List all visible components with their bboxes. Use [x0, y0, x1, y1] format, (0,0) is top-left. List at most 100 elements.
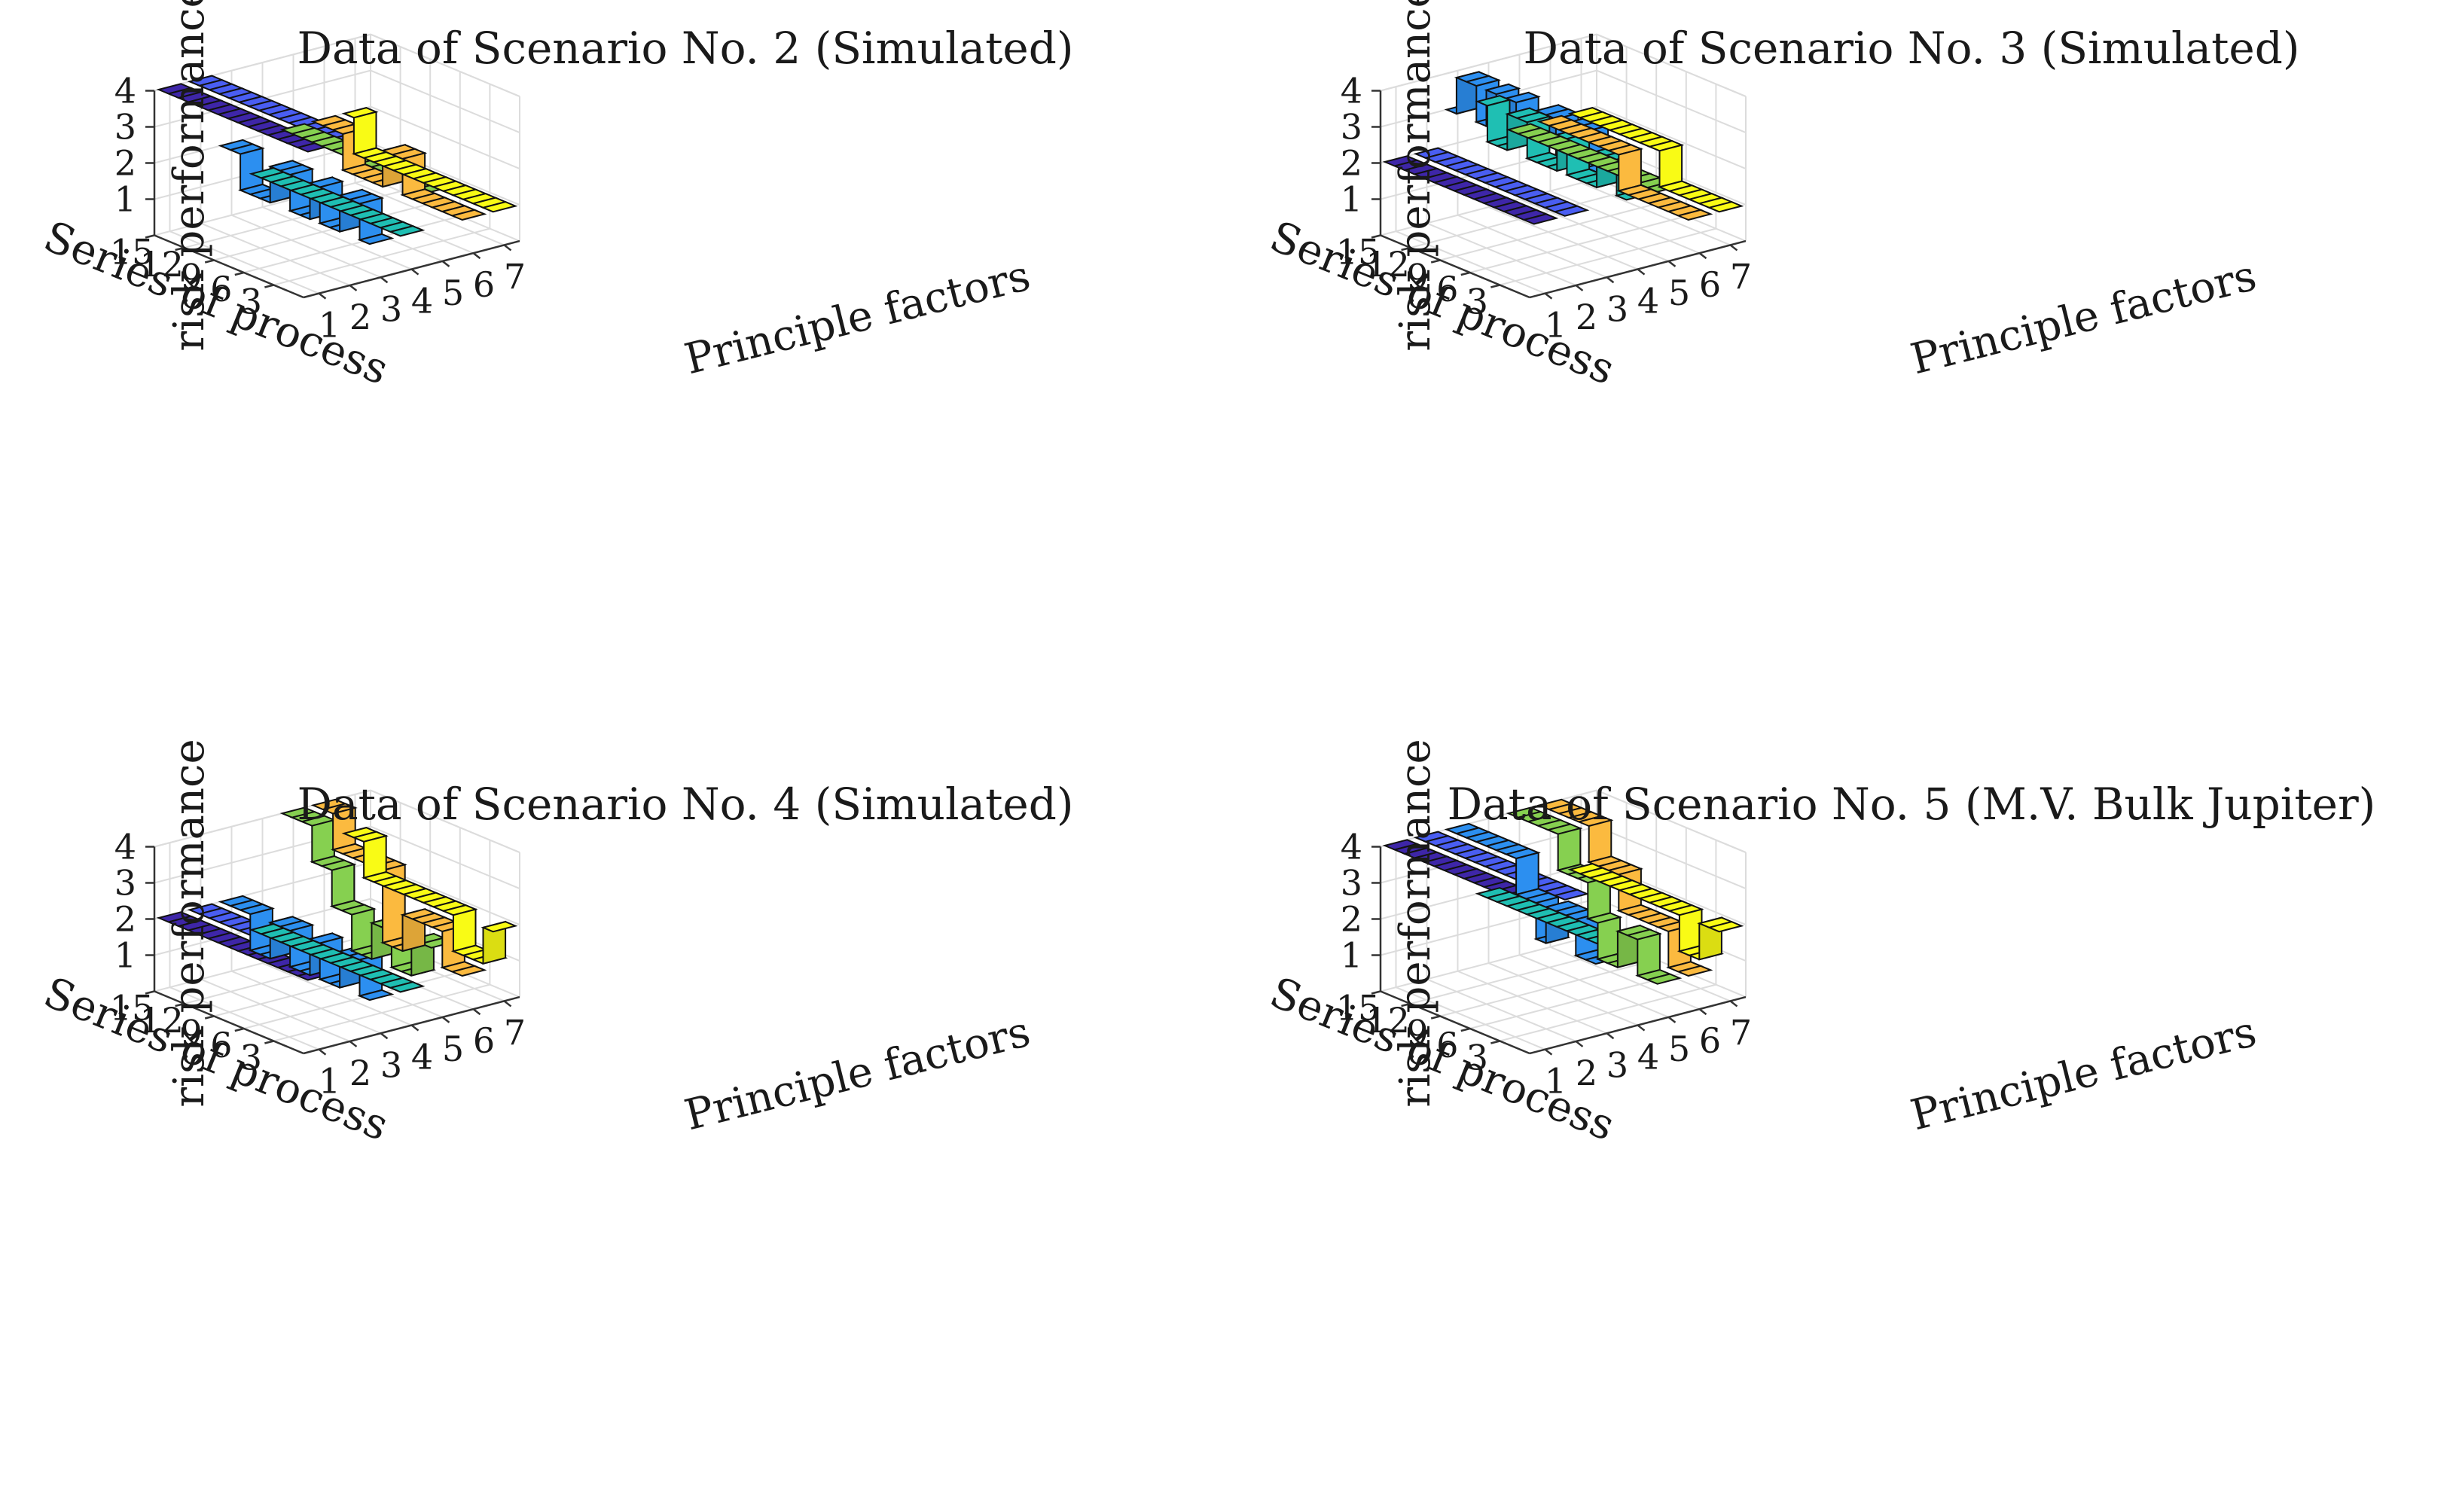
x-tick-label: 1 [1545, 305, 1567, 346]
ribbon-slat [357, 233, 395, 245]
y-tick-label: 12 [1365, 244, 1410, 285]
x-tick-label: 1 [1545, 1061, 1567, 1102]
ribbon-slat [388, 981, 426, 993]
grid-line [1596, 825, 1747, 890]
y-tick-label: 3 [240, 282, 262, 322]
ribbon-slat [1707, 201, 1744, 213]
grid-line [1439, 203, 1657, 261]
grid-line [231, 970, 381, 1035]
x-tick-mark [1637, 268, 1646, 276]
ribbons [1382, 71, 1744, 225]
ribbon-series-7 [1567, 863, 1744, 961]
x-tick-mark [1606, 1032, 1615, 1040]
x-tick-label: 6 [473, 264, 495, 305]
ribbons [156, 75, 518, 245]
z-tick-label: 4 [1341, 827, 1362, 867]
chart-title: Data of Scenario No. 4 (Simulated) [297, 779, 1074, 830]
x-tick-label: 1 [319, 305, 340, 346]
ribbon-step [1515, 852, 1539, 896]
x-tick-label: 3 [380, 1044, 402, 1085]
x-tick-mark [472, 252, 481, 260]
y-tick-label: 9 [1407, 257, 1429, 297]
grid-line [1396, 986, 1545, 1050]
x-axis-label: Principle factors [680, 1007, 1035, 1141]
x-tick-label: 1 [319, 1061, 340, 1102]
grid-line [1519, 954, 1669, 1018]
y-tick-mark [264, 284, 274, 288]
y-tick-mark [234, 1027, 245, 1032]
y-axis-line [1380, 990, 1530, 1055]
y-tick-label: 15 [1336, 988, 1381, 1029]
ribbon-slat [357, 989, 395, 1001]
z-tick-label: 3 [114, 863, 136, 904]
y-tick-label: 3 [1466, 1038, 1488, 1078]
grid-line [1488, 962, 1638, 1026]
ribbon-step [363, 834, 387, 879]
ribbon-slat [1521, 213, 1559, 225]
x-tick-label: 2 [1576, 297, 1597, 337]
grid-line [355, 182, 505, 246]
y-tick-label: 15 [110, 988, 154, 1029]
ribbon-series-2 [1413, 147, 1590, 217]
y-tick-mark [145, 990, 155, 995]
x-tick-mark [318, 1048, 327, 1056]
grid-edge [370, 33, 520, 98]
ribbon-series-7 [1567, 107, 1744, 213]
grid-line [1426, 978, 1576, 1042]
ribbon-step [1486, 99, 1511, 143]
x-tick-label: 5 [442, 1029, 464, 1069]
chart-panel-1: 1 2 3 4 5 6 7 15 12 9 6 3 1 2 3 4 Principle factors Serie… [0, 0, 1226, 756]
grid-line [1596, 105, 1747, 170]
x-tick-mark [349, 1040, 358, 1047]
z-tick-label: 4 [1341, 71, 1362, 111]
ribbon-slat [450, 209, 487, 221]
grid-line [1488, 206, 1638, 270]
x-axis-label: Principle factors [1906, 251, 2261, 385]
y-axis-line [1380, 234, 1530, 299]
ribbon-step [1678, 908, 1703, 953]
y-tick-mark [1401, 1002, 1411, 1007]
y-tick-label: 15 [1336, 232, 1381, 273]
ribbon-step [351, 907, 375, 952]
z-tick-label: 3 [114, 107, 136, 148]
ribbon-series-4 [249, 167, 426, 237]
z-tick-label: 2 [114, 899, 136, 940]
z-tick-label: 4 [114, 827, 136, 867]
z-axis-label: risk performance [165, 0, 214, 352]
x-tick-mark [441, 1016, 450, 1023]
y-tick-label: 9 [181, 1013, 203, 1053]
x-tick-label: 7 [1730, 1012, 1752, 1053]
grid-line [200, 978, 350, 1042]
y-tick-label: 3 [1466, 282, 1488, 322]
ribbons [1382, 798, 1744, 985]
x-tick-label: 6 [473, 1020, 495, 1061]
ribbon-step [331, 863, 355, 907]
grid-line [1469, 215, 1687, 273]
y-axis-line [154, 234, 304, 299]
grid-line [213, 203, 431, 261]
x-tick-mark [441, 260, 450, 267]
grid-edge [1380, 33, 1597, 92]
grid-line [1457, 970, 1607, 1035]
chart-panel-2: 1 2 3 4 5 6 7 15 12 9 6 3 1 2 3 4 Principle factors Serie… [1226, 0, 2452, 756]
y-tick-mark [175, 246, 185, 251]
ribbon-step [1618, 148, 1642, 192]
x-tick-mark [318, 292, 327, 300]
ribbon-step [240, 147, 264, 191]
y-tick-label: 6 [1436, 269, 1458, 309]
x-tick-label: 3 [1606, 1044, 1628, 1085]
grid-line [1550, 946, 1700, 1011]
grid-line [370, 825, 520, 890]
ribbon-slat [1707, 921, 1744, 933]
z-tick-label: 1 [1341, 935, 1362, 976]
y-tick-label: 12 [139, 244, 184, 285]
ribbon-step [1597, 916, 1622, 960]
grid-line [273, 983, 490, 1042]
x-tick-mark [380, 1032, 389, 1040]
x-tick-mark [1729, 1000, 1738, 1007]
